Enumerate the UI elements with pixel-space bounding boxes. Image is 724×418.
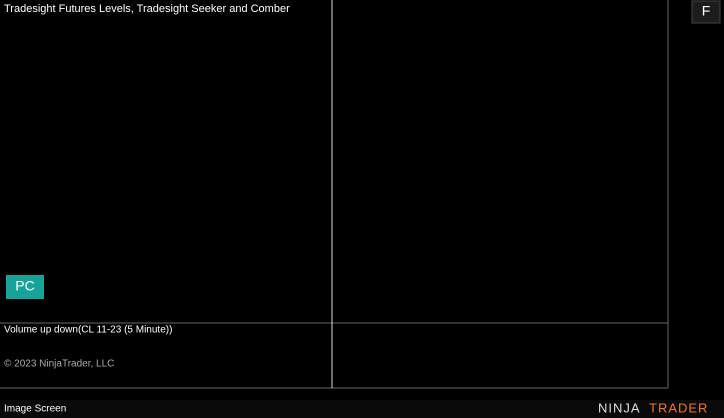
status-bar	[0, 400, 724, 418]
badge[interactable]	[6, 275, 44, 299]
copyright: © 2023 NinjaTrader, LLC	[4, 359, 114, 370]
corner-button-label[interactable]: F	[702, 3, 711, 19]
chart-title: Tradesight Futures Levels, Tradesight Se…	[4, 3, 290, 15]
status-text: Image Screen	[4, 404, 66, 415]
volume-title: Volume up down(CL 11-23 (5 Minute))	[4, 325, 172, 336]
badge-label[interactable]: PC	[15, 278, 34, 294]
corner-button[interactable]	[691, 0, 721, 24]
logo-part: NINJA	[598, 400, 641, 415]
logo-part: TRADER	[649, 400, 708, 415]
